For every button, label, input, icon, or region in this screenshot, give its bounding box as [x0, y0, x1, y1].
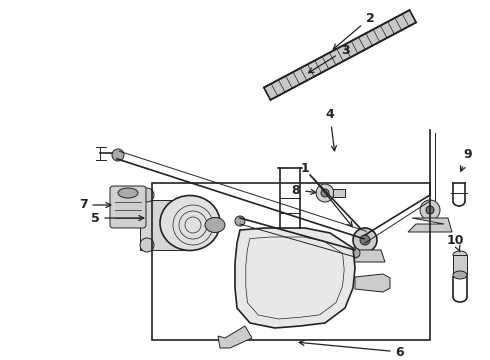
- Circle shape: [353, 228, 377, 252]
- Text: 2: 2: [333, 12, 374, 49]
- Text: 5: 5: [91, 211, 144, 225]
- Text: 7: 7: [78, 198, 111, 211]
- Text: 8: 8: [292, 184, 316, 197]
- Text: 10: 10: [446, 234, 464, 252]
- Text: 9: 9: [461, 148, 472, 171]
- Circle shape: [316, 184, 334, 202]
- Text: 3: 3: [309, 44, 349, 73]
- FancyBboxPatch shape: [110, 186, 146, 228]
- Text: 1: 1: [301, 162, 352, 227]
- Ellipse shape: [453, 271, 467, 279]
- Polygon shape: [264, 10, 416, 100]
- Circle shape: [420, 200, 440, 220]
- Bar: [152, 183, 430, 340]
- Ellipse shape: [453, 251, 467, 259]
- Ellipse shape: [118, 188, 138, 198]
- Circle shape: [426, 206, 434, 214]
- Ellipse shape: [205, 217, 225, 233]
- Circle shape: [360, 235, 370, 245]
- Ellipse shape: [160, 195, 220, 251]
- Text: 6: 6: [299, 341, 404, 359]
- Polygon shape: [355, 274, 390, 292]
- Polygon shape: [345, 250, 385, 262]
- Polygon shape: [218, 326, 252, 348]
- Circle shape: [235, 216, 245, 226]
- Circle shape: [112, 149, 124, 161]
- Circle shape: [140, 238, 154, 252]
- Polygon shape: [235, 228, 355, 328]
- Text: 4: 4: [326, 108, 336, 151]
- Polygon shape: [140, 190, 185, 250]
- Polygon shape: [408, 218, 452, 232]
- Circle shape: [350, 248, 360, 258]
- Circle shape: [140, 188, 154, 202]
- Bar: [453, 255, 467, 275]
- Circle shape: [321, 189, 329, 197]
- Bar: [333, 189, 345, 197]
